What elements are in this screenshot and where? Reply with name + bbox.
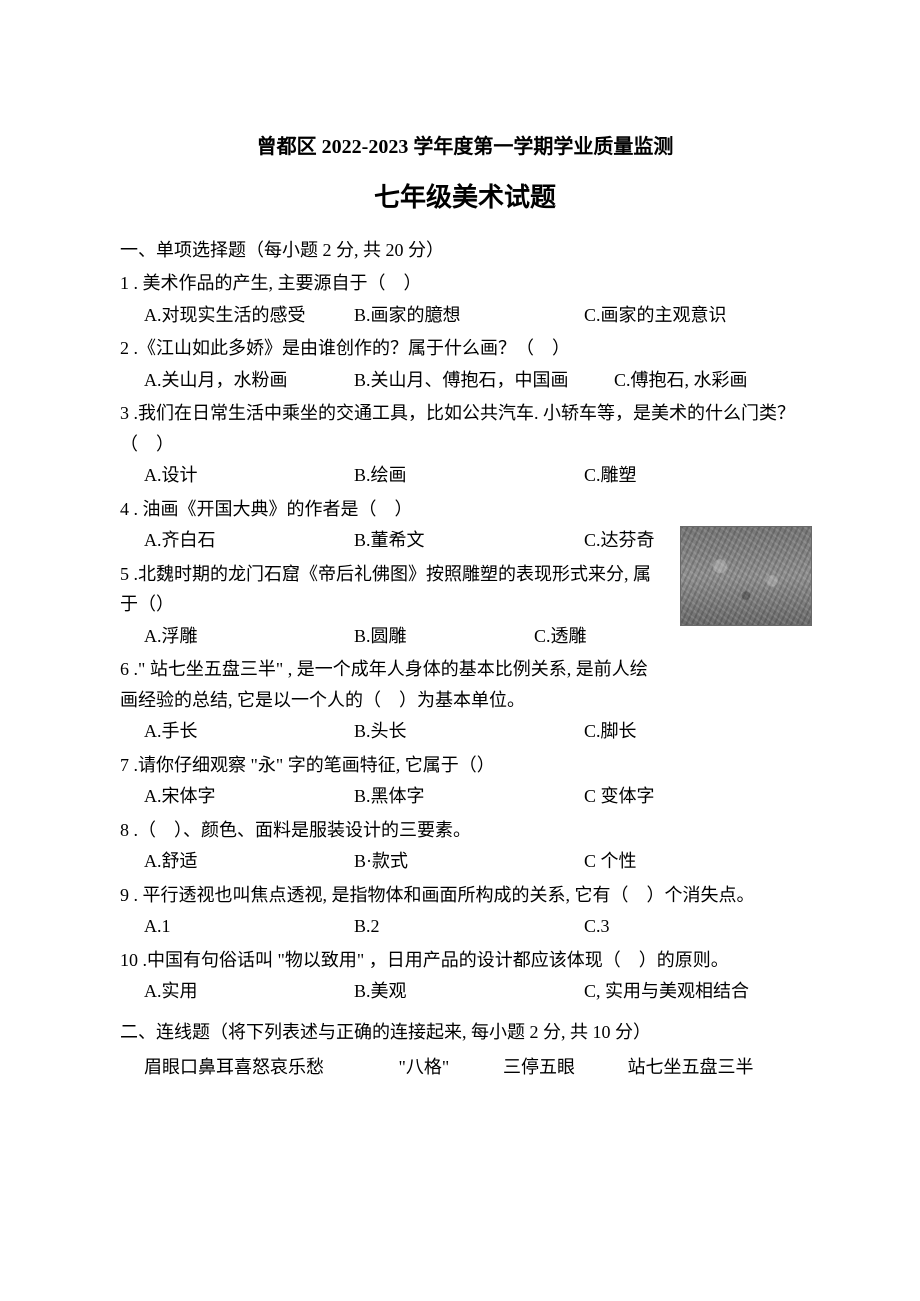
q5-opt-c: C.透雕 xyxy=(534,620,587,652)
matching-row: 眉眼口鼻耳喜怒哀乐愁 "八格" 三停五眼 站七坐五盘三半 xyxy=(120,1050,810,1084)
q7-stem: 7 .请你仔细观察 "永" 字的笔画特征, 它属于（） xyxy=(120,750,810,781)
q10-opt-a: A.实用 xyxy=(144,975,354,1007)
q2-opt-a: A.关山月，水粉画 xyxy=(144,364,354,396)
q10-stem: 10 .中国有句俗话叫 "物以致用" ，日用产品的设计都应该体现（ ）的原则。 xyxy=(120,945,810,976)
q4-opt-b: B.董希文 xyxy=(354,524,584,556)
q7-opt-c: C 变体字 xyxy=(584,780,655,812)
matching-c1: "八格" xyxy=(399,1050,499,1084)
q8-opt-a: A.舒适 xyxy=(144,845,354,877)
q10-opt-c: C, 实用与美观相结合 xyxy=(584,975,749,1007)
q1-opt-b: B.画家的臆想 xyxy=(354,299,584,331)
matching-c3: 站七坐五盘三半 xyxy=(628,1050,754,1084)
q9-stem: 9 . 平行透视也叫焦点透视, 是指物体和画面所构成的关系, 它有（ ）个消失点… xyxy=(120,880,810,911)
q1-options: A.对现实生活的感受 B.画家的臆想 C.画家的主观意识 xyxy=(120,299,810,331)
q5-opt-a: A.浮雕 xyxy=(144,620,354,652)
q9-opt-c: C.3 xyxy=(584,910,610,942)
q8-stem: 8 .（ ）、颜色、面料是服装设计的三要素。 xyxy=(120,815,810,846)
q3-opt-c: C.雕塑 xyxy=(584,459,637,491)
matching-left: 眉眼口鼻耳喜怒哀乐愁 xyxy=(144,1050,394,1084)
q7-opt-a: A.宋体字 xyxy=(144,780,354,812)
q3-stem: 3 .我们在日常生活中乘坐的交通工具，比如公共汽车. 小轿车等，是美术的什么门类… xyxy=(120,398,810,459)
q1-opt-a: A.对现实生活的感受 xyxy=(144,299,354,331)
q3-opt-b: B.绘画 xyxy=(354,459,584,491)
q8-opt-c: C 个性 xyxy=(584,845,637,877)
q4-opt-a: A.齐白石 xyxy=(144,524,354,556)
q6-options: A.手长 B.头长 C.脚长 xyxy=(120,715,810,747)
q4-stem: 4 . 油画《开国大典》的作者是（ ） xyxy=(120,494,810,525)
q6-stem: 6 ." 站七坐五盘三半" , 是一个成年人身体的基本比例关系, 是前人绘画经验… xyxy=(120,654,810,715)
q3-opt-a: A.设计 xyxy=(144,459,354,491)
q2-stem: 2 .《江山如此多娇》是由谁创作的？属于什么画？（ ） xyxy=(120,333,810,364)
q9-opt-b: B.2 xyxy=(354,910,584,942)
section-2-title: 二、连线题（将下列表述与正确的连接起来, 每小题 2 分, 共 10 分） xyxy=(120,1018,810,1044)
section-1-title: 一、单项选择题（每小题 2 分, 共 20 分） xyxy=(120,236,810,262)
q6-opt-a: A.手长 xyxy=(144,715,354,747)
q10-options: A.实用 B.美观 C, 实用与美观相结合 xyxy=(120,975,810,1007)
doc-header: 曾都区 2022-2023 学年度第一学期学业质量监测 xyxy=(120,130,810,159)
q6-opt-c: C.脚长 xyxy=(584,715,637,747)
q2-opt-c: C.傅抱石, 水彩画 xyxy=(614,364,748,396)
q9-options: A.1 B.2 C.3 xyxy=(120,910,810,942)
relief-image xyxy=(680,526,812,626)
q4-opt-c: C.达芬奇 xyxy=(584,524,655,556)
q1-opt-c: C.画家的主观意识 xyxy=(584,299,727,331)
q5-opt-b: B.圆雕 xyxy=(354,620,534,652)
q2-opt-b: B.关山月、傅抱石，中国画 xyxy=(354,364,614,396)
q7-opt-b: B.黑体字 xyxy=(354,780,584,812)
doc-title: 七年级美术试题 xyxy=(120,177,810,214)
q8-options: A.舒适 B·款式 C 个性 xyxy=(120,845,810,877)
matching-c2: 三停五眼 xyxy=(503,1050,623,1084)
q1-stem: 1 . 美术作品的产生, 主要源自于（ ） xyxy=(120,268,810,299)
q7-options: A.宋体字 B.黑体字 C 变体字 xyxy=(120,780,810,812)
q6-opt-b: B.头长 xyxy=(354,715,584,747)
q3-options: A.设计 B.绘画 C.雕塑 xyxy=(120,459,810,491)
q9-opt-a: A.1 xyxy=(144,910,354,942)
q10-opt-b: B.美观 xyxy=(354,975,584,1007)
q8-opt-b: B·款式 xyxy=(354,845,584,877)
q2-options: A.关山月，水粉画 B.关山月、傅抱石，中国画 C.傅抱石, 水彩画 xyxy=(120,364,810,396)
